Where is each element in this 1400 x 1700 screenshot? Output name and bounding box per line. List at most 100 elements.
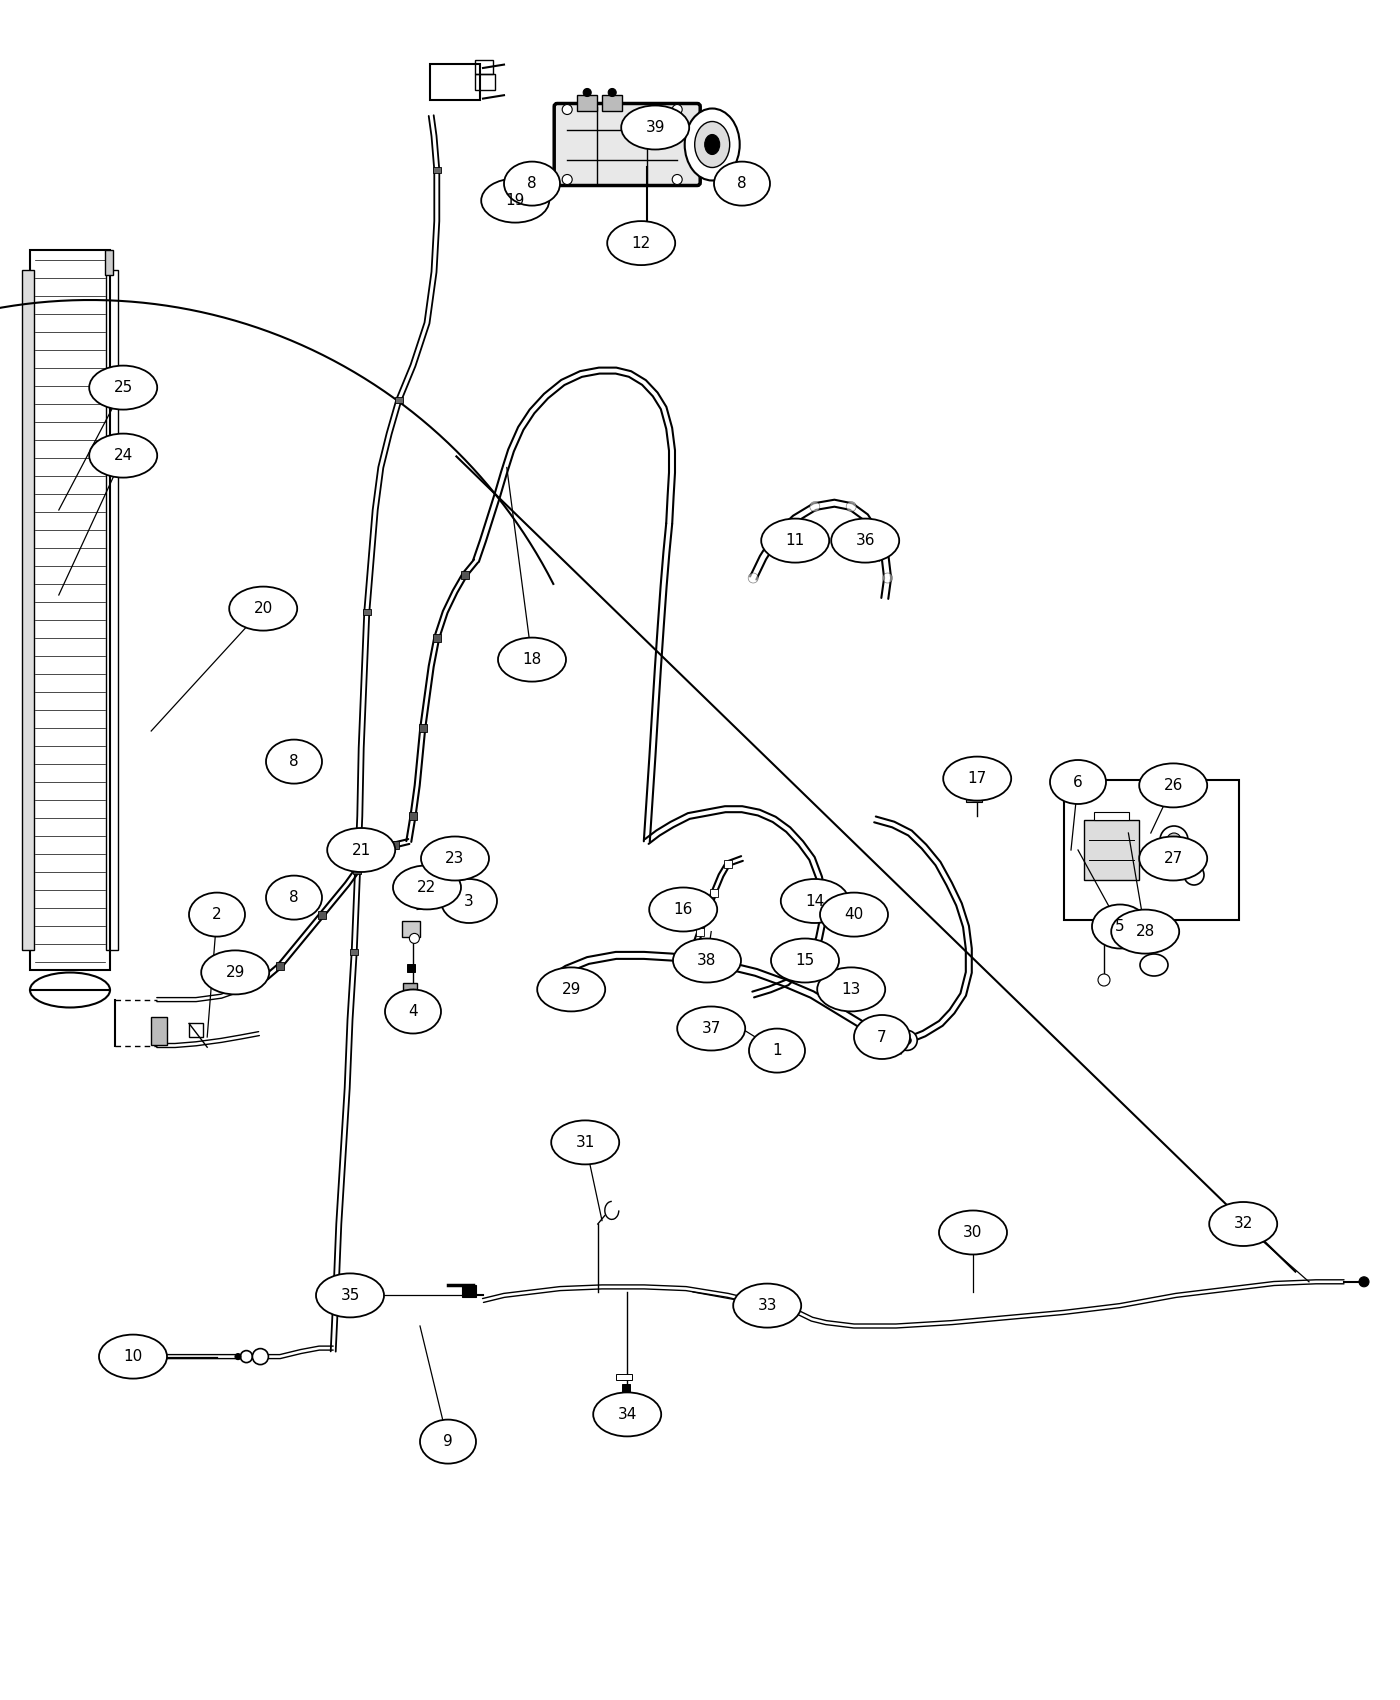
Bar [430, 63, 480, 100]
Ellipse shape [762, 518, 829, 563]
Circle shape [235, 1353, 241, 1360]
Circle shape [566, 984, 577, 994]
Text: 2: 2 [213, 908, 221, 921]
Bar [560, 976, 588, 998]
Bar [696, 928, 704, 935]
Ellipse shape [771, 938, 839, 983]
Text: 24: 24 [113, 449, 133, 462]
Text: 30: 30 [963, 1226, 983, 1239]
Text: 15: 15 [795, 954, 815, 967]
Text: 8: 8 [738, 177, 746, 190]
Ellipse shape [266, 876, 322, 920]
Bar [280, 884, 293, 899]
Bar [419, 724, 427, 731]
Bar [433, 634, 441, 641]
Circle shape [563, 175, 573, 185]
Ellipse shape [441, 879, 497, 923]
Circle shape [672, 175, 682, 185]
Text: 29: 29 [225, 966, 245, 979]
Text: 9: 9 [444, 1435, 452, 1448]
Ellipse shape [393, 865, 461, 910]
Text: 22: 22 [417, 881, 437, 894]
Bar [350, 949, 358, 955]
Circle shape [846, 502, 857, 512]
Bar [577, 95, 598, 110]
Ellipse shape [608, 221, 675, 265]
Text: 4: 4 [409, 1005, 417, 1018]
Text: 10: 10 [123, 1350, 143, 1363]
Circle shape [701, 1017, 715, 1030]
Text: 31: 31 [575, 1136, 595, 1149]
Bar [622, 1384, 630, 1394]
Circle shape [847, 979, 861, 993]
Ellipse shape [818, 967, 885, 1012]
Ellipse shape [694, 121, 729, 168]
Circle shape [563, 104, 573, 114]
Ellipse shape [504, 162, 560, 206]
Bar [602, 95, 622, 110]
Text: 11: 11 [785, 534, 805, 547]
Text: 18: 18 [522, 653, 542, 666]
Text: 38: 38 [697, 954, 717, 967]
Ellipse shape [781, 879, 848, 923]
Text: 32: 32 [1233, 1217, 1253, 1231]
Bar [402, 921, 420, 937]
Ellipse shape [714, 162, 770, 206]
Ellipse shape [792, 949, 812, 962]
Bar [391, 842, 399, 848]
Circle shape [1184, 865, 1204, 886]
Ellipse shape [622, 105, 689, 150]
Ellipse shape [316, 1273, 384, 1318]
Text: 33: 33 [757, 1299, 777, 1312]
Text: 12: 12 [631, 236, 651, 250]
Text: 8: 8 [290, 755, 298, 768]
Ellipse shape [678, 1006, 745, 1051]
Text: 19: 19 [505, 194, 525, 207]
Circle shape [672, 104, 682, 114]
Circle shape [748, 573, 759, 583]
Bar [616, 1374, 631, 1380]
Bar [682, 969, 690, 976]
Text: 17: 17 [967, 772, 987, 785]
Ellipse shape [594, 1392, 661, 1436]
Text: 28: 28 [1135, 925, 1155, 938]
Bar [433, 167, 441, 173]
Ellipse shape [820, 892, 888, 937]
Text: 6: 6 [1074, 775, 1082, 789]
Ellipse shape [266, 740, 322, 784]
Bar [475, 60, 493, 73]
Text: 20: 20 [253, 602, 273, 615]
Circle shape [1359, 1277, 1369, 1287]
Ellipse shape [498, 638, 566, 682]
Circle shape [1098, 974, 1110, 986]
Bar [29, 250, 111, 971]
Ellipse shape [437, 852, 454, 865]
Text: 23: 23 [445, 852, 465, 865]
Text: 5: 5 [1116, 920, 1124, 933]
Ellipse shape [1092, 904, 1148, 949]
Bar [151, 1017, 167, 1044]
Text: 34: 34 [617, 1408, 637, 1421]
Bar [662, 910, 675, 921]
Bar [633, 230, 652, 243]
Circle shape [1161, 826, 1189, 853]
Bar [353, 867, 361, 874]
Circle shape [241, 1350, 252, 1363]
Text: 16: 16 [673, 903, 693, 916]
Circle shape [903, 1037, 911, 1044]
Bar [280, 748, 293, 763]
Bar [409, 813, 417, 819]
Ellipse shape [328, 828, 395, 872]
Circle shape [584, 88, 591, 97]
Bar [1064, 780, 1239, 920]
Ellipse shape [1140, 763, 1207, 808]
Ellipse shape [1112, 910, 1179, 954]
Ellipse shape [1210, 1202, 1277, 1246]
Ellipse shape [90, 434, 157, 478]
Text: 27: 27 [1163, 852, 1183, 865]
Bar [1084, 819, 1140, 881]
Circle shape [809, 502, 820, 512]
Circle shape [252, 1348, 269, 1365]
Text: 8: 8 [290, 891, 298, 904]
Ellipse shape [99, 1334, 167, 1379]
